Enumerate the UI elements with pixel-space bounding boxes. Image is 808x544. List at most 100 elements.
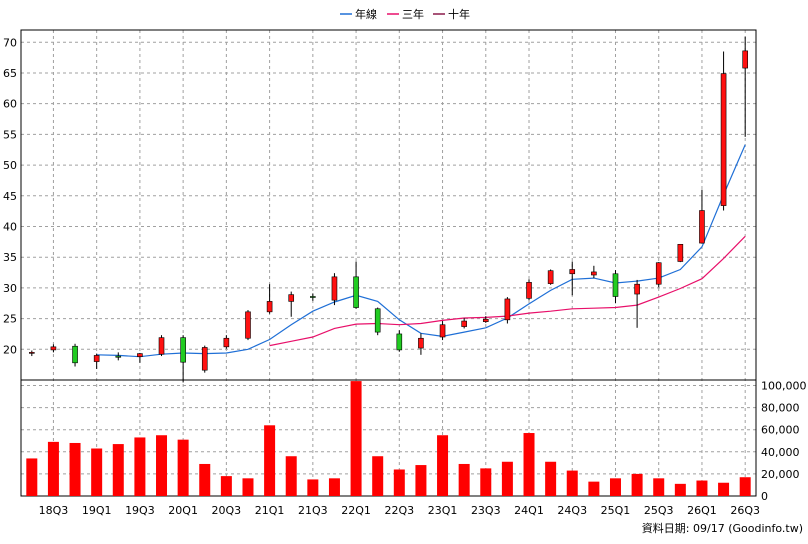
price-tick-label: 60 [3,98,17,111]
candlestick [29,350,35,357]
x-tick-label: 25Q3 [644,504,674,517]
volume-bar [718,482,730,496]
candlestick [526,279,532,301]
candlestick [547,269,554,285]
candle-body [526,282,532,299]
axes [20,29,757,497]
volume-bar [220,476,232,496]
volume-bar [653,478,665,496]
volume-bar [285,456,297,496]
series-line [96,144,746,358]
candle-body [374,308,381,333]
candle-body [461,320,467,327]
price-tick-label: 30 [3,282,17,295]
candlestick [245,310,251,341]
candlestick [742,36,748,137]
candle-body [115,355,122,358]
candle-body [72,345,78,364]
volume-bar [307,479,319,496]
volume-tick-label: 40,000 [761,446,800,459]
candlestick [223,335,230,349]
tick-labels: 20 25 30 35 40 45 50 55 60 65 70 0 20,000 40,000 60,00… [3,36,807,517]
series-line [269,235,746,347]
x-tick-label: 20Q3 [212,504,242,517]
x-tick-label: 19Q3 [125,504,155,517]
price-tick-label: 35 [3,251,17,264]
price-tick-label: 20 [3,343,17,356]
candlestick [720,51,727,211]
volume-tick-label: 60,000 [761,424,800,437]
candlestick [353,261,359,309]
x-tick-label: 26Q3 [730,504,760,517]
candle-body [547,270,554,284]
candle-body [180,337,186,363]
x-tick-label: 23Q1 [428,504,458,517]
candle-body [245,311,251,339]
legend: 年線 三年 十年 [340,7,470,21]
volume-bar [372,456,384,496]
volume-bar [458,463,470,496]
candle-body [418,337,424,349]
legend-label-3yr: 三年 [402,7,424,21]
candle-body [93,355,100,362]
volume-bar [631,473,643,496]
volume-bar [393,469,405,496]
volume-bar [134,437,146,496]
candlestick [482,316,489,323]
price-panel-frame [20,29,757,381]
volume-bar [739,477,751,496]
x-tick-label: 20Q1 [168,504,198,517]
volume-bar [199,463,211,496]
x-tick-label: 25Q1 [601,504,631,517]
x-tick-label: 24Q3 [557,504,587,517]
volume-bar [350,381,362,496]
price-tick-label: 45 [3,190,17,203]
candlestick [569,261,576,296]
volume-bar [545,461,557,496]
candle-body [720,73,727,206]
volume-bar [26,458,38,496]
candlestick [612,270,619,304]
x-tick-label: 19Q1 [82,504,112,517]
x-tick-label: 21Q3 [298,504,328,517]
x-tick-label: 18Q3 [39,504,69,517]
candlestick [374,307,381,336]
candlestick [699,189,705,244]
candlestick [115,352,122,361]
candlestick [288,291,295,317]
price-tick-label: 50 [3,159,17,172]
candlestick [93,353,100,369]
volume-bar [69,442,81,496]
candle-body [504,298,511,321]
candle-body [310,296,316,298]
volume-bar [480,468,492,496]
candlestick [591,265,597,279]
source-note: 資料日期: 09/17 (Goodinfo.tw) [642,521,803,535]
volume-bar [91,448,103,496]
candle-body [288,294,295,302]
volume-bar [437,435,449,496]
moving-average-lines [96,144,746,358]
candle-body [634,283,640,295]
volume-bar [415,465,427,496]
price-tick-label: 55 [3,128,17,141]
candle-body [591,271,597,276]
candle-body [612,273,619,297]
volume-bar [609,478,621,496]
candle-body [655,262,662,285]
volume-bar [328,478,340,496]
x-tick-label: 22Q1 [341,504,371,517]
volume-tick-label: 100,000 [761,380,807,393]
candle-body [266,301,273,313]
volume-bar [696,480,708,496]
price-tick-label: 70 [3,36,17,49]
legend-label-annual: 年線 [355,7,377,21]
x-tick-label: 21Q1 [255,504,285,517]
candlestick [418,333,424,355]
volume-bar [501,461,513,496]
candlestick [310,293,316,301]
legend-label-10yr: 十年 [448,7,470,21]
candle-body [699,210,705,244]
grid [21,30,756,496]
